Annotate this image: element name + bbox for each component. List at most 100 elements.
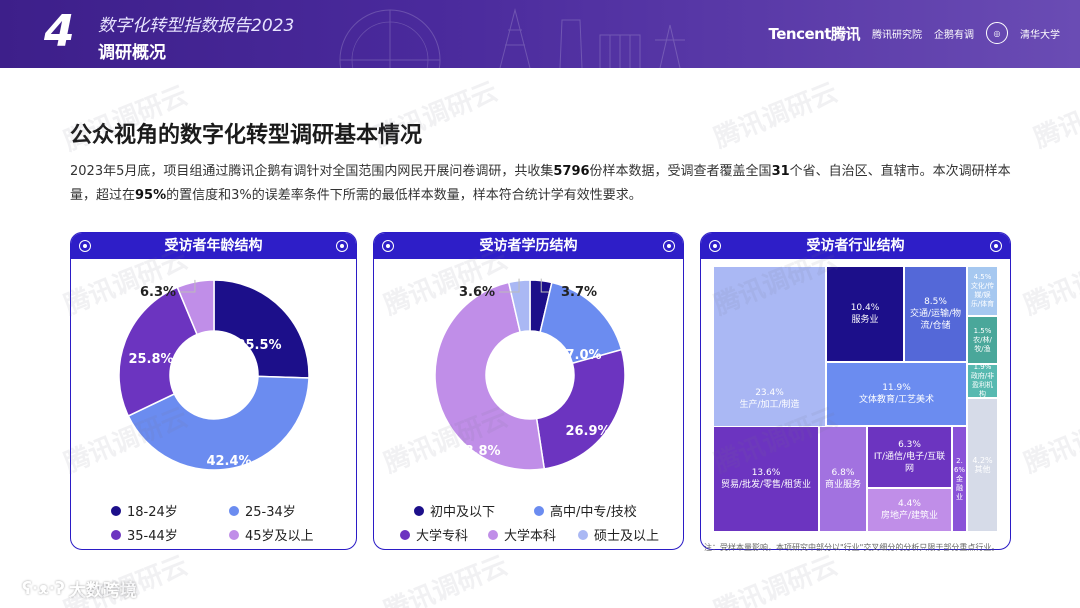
legend-item: 大学专科 bbox=[400, 525, 468, 544]
sample-count: 5796 bbox=[553, 164, 590, 179]
education-donut-chart: 3.7% 17.0% 26.9% 48.8% 3.6% bbox=[434, 278, 626, 471]
legend-swatch bbox=[534, 505, 544, 516]
treemap-cell-label: 贸易/批发/零售/租赁业 bbox=[720, 480, 812, 490]
legend-item: 35-44岁 bbox=[111, 525, 178, 544]
legend-label: 18-24岁 bbox=[127, 505, 178, 520]
leader-line bbox=[499, 278, 520, 293]
watermark: 腾讯调研云 bbox=[1020, 402, 1080, 480]
bottom-logo: ʕ·ᴥ·ʔ 大数跨境 bbox=[22, 576, 137, 602]
tsinghua-logo: 清华大学 bbox=[1020, 29, 1060, 41]
page-title: 公众视角的数字化转型调研基本情况 bbox=[70, 123, 423, 148]
watermark: 腾讯调研云 bbox=[380, 550, 512, 608]
province-count: 31 bbox=[771, 164, 790, 179]
card-header: 受访者学历结构 bbox=[374, 233, 683, 259]
section-title: 调研概况 bbox=[98, 43, 166, 63]
treemap-cell-text: 4.2% 其他 bbox=[972, 456, 992, 474]
donut-slice bbox=[213, 279, 310, 379]
treemap-cell-text: 8.5% 交通/运输/物流/仓储 bbox=[905, 296, 966, 332]
target-icon bbox=[382, 240, 394, 252]
footnote: 注：受样本量影响，本项研究中部分以"行业"交叉细分的分析只限于部分重点行业。 bbox=[704, 543, 1000, 552]
intro-text: 的置信度和3%的误差率条件下所需的最低样本数量，样本符合统计学有效性要求。 bbox=[166, 188, 642, 203]
education-structure-card: 受访者学历结构 3.7% 17.0% 26.9% 48.8% 3.6% 初中及以下 高中… bbox=[373, 232, 684, 550]
treemap-cell-text: 1.5% 农/林/牧/渔 bbox=[970, 327, 995, 354]
intro-text: 2023年5月底，项目组通过腾讯企鹅有调针对全国范围内网民开展问卷调研，共收集 bbox=[70, 164, 554, 179]
treemap-cell-label: 商业服务 bbox=[824, 480, 861, 490]
treemap-cell-value: 4.5% bbox=[973, 273, 992, 281]
treemap-cell-text: 1.9% 政府/非盈利机构 bbox=[970, 363, 995, 399]
treemap-cell: 6.8% 商业服务 bbox=[819, 426, 867, 532]
treemap-cell-value: 10.4% bbox=[850, 303, 880, 313]
treemap-cell: 2.6% 金融业 bbox=[952, 426, 967, 532]
tencent-logo: Tencent腾讯 bbox=[768, 24, 860, 43]
treemap-cell-label: 其他 bbox=[974, 465, 991, 474]
treemap-cell-value: 8.5% bbox=[924, 297, 947, 307]
legend-swatch bbox=[488, 529, 498, 540]
donut-slice bbox=[118, 286, 199, 417]
watermark: 腾讯调研云 bbox=[1020, 244, 1080, 322]
bottom-logo-text: 大数跨境 bbox=[68, 581, 137, 601]
target-icon bbox=[709, 240, 721, 252]
legend-swatch bbox=[414, 505, 424, 516]
industry-treemap: 23.4% 生产/加工/制造 10.4% 服务业 8.5% 交通/运输/物流/仓储 11.9… bbox=[713, 266, 998, 532]
treemap-cell-label: 文体教育/工艺美术 bbox=[858, 395, 935, 405]
intro-paragraph: 2023年5月底，项目组通过腾讯企鹅有调针对全国范围内网民开展问卷调研，共收集5… bbox=[70, 160, 1020, 208]
legend-label: 初中及以下 bbox=[430, 505, 496, 520]
treemap-cell: 6.3% IT/通信/电子/互联网 bbox=[867, 426, 952, 488]
legend-swatch bbox=[229, 529, 239, 540]
slice-label: 17.0% bbox=[556, 348, 601, 363]
legend-label: 硕士及以上 bbox=[594, 529, 660, 544]
treemap-cell-value: 2.6% bbox=[953, 456, 966, 474]
slice-label: 3.6% bbox=[459, 285, 495, 300]
treemap-cell-value: 11.9% bbox=[882, 383, 911, 393]
card-title: 受访者行业结构 bbox=[806, 238, 905, 254]
slice-label: 25.8% bbox=[128, 352, 173, 367]
legend-item: 硕士及以上 bbox=[578, 525, 659, 544]
industry-structure-card: 受访者行业结构 23.4% 生产/加工/制造 10.4% 服务业 8.5% 交通/运输/物… bbox=[700, 232, 1011, 550]
partner-logos: Tencent腾讯 腾讯研究院 企鹅有调 ◎ 清华大学 bbox=[768, 22, 1060, 44]
qiyoudiao-logo: 企鹅有调 bbox=[934, 29, 974, 41]
treemap-cell-text: 2.6% 金融业 bbox=[954, 457, 965, 502]
donut-slice bbox=[127, 375, 310, 471]
legend-swatch bbox=[229, 505, 239, 516]
treemap-cell-label: 金融业 bbox=[956, 474, 963, 501]
confidence-level: 95% bbox=[135, 188, 167, 203]
legend-item: 45岁及以上 bbox=[229, 525, 314, 544]
legend-item: 初中及以下 bbox=[414, 501, 495, 520]
treemap-cell-value: 13.6% bbox=[751, 468, 781, 478]
intro-text: 个省、自治区、直辖市。本次调研样本量，超过在 bbox=[70, 164, 1011, 203]
legend-label: 高中/中专/技校 bbox=[550, 505, 637, 520]
legend-swatch bbox=[111, 505, 121, 516]
tsinghua-seal-icon: ◎ bbox=[986, 22, 1008, 44]
treemap-cell: 11.9% 文体教育/工艺美术 bbox=[826, 362, 967, 426]
card-title: 受访者学历结构 bbox=[479, 238, 578, 254]
treemap-cell: 4.2% 其他 bbox=[967, 398, 998, 532]
leader-line bbox=[180, 279, 196, 293]
treemap-cell-text: 6.8% 商业服务 bbox=[821, 467, 865, 491]
legend-label: 大学本科 bbox=[504, 529, 557, 544]
card-header: 受访者行业结构 bbox=[701, 233, 1010, 259]
target-icon bbox=[990, 240, 1002, 252]
treemap-cell: 4.5% 文化/传媒/娱乐/体育 bbox=[967, 266, 998, 316]
treemap-cell: 10.4% 服务业 bbox=[826, 266, 904, 362]
treemap-cell-value: 4.4% bbox=[898, 499, 921, 509]
treemap-cell-label: 房地产/建筑业 bbox=[880, 511, 939, 521]
treemap-cell-value: 23.4% bbox=[755, 388, 784, 398]
treemap-cell-value: 6.8% bbox=[831, 468, 855, 478]
city-skyline-decoration bbox=[339, 8, 685, 68]
donut-slice bbox=[507, 279, 531, 334]
legend-item: 高中/中专/技校 bbox=[534, 501, 637, 520]
treemap-cell-label: 政府/非盈利机构 bbox=[970, 372, 995, 398]
legend-swatch bbox=[111, 529, 121, 540]
treemap-cell-value: 4.2% bbox=[972, 456, 993, 465]
treemap-cell-text: 10.4% 服务业 bbox=[847, 302, 882, 326]
tencent-institute-logo: 腾讯研究院 bbox=[872, 29, 922, 41]
treemap-cell-text: 13.6% 贸易/批发/零售/租赁业 bbox=[721, 467, 811, 491]
slice-label: 3.7% bbox=[561, 285, 597, 300]
slice-label: 42.4% bbox=[206, 454, 251, 469]
treemap-cell-label: 文化/传媒/娱乐/体育 bbox=[970, 282, 995, 308]
treemap-cell-value: 1.5% bbox=[973, 326, 992, 335]
treemap-cell: 13.6% 贸易/批发/零售/租赁业 bbox=[713, 426, 819, 532]
treemap-cell-text: 6.3% IT/通信/电子/互联网 bbox=[868, 439, 951, 475]
report-title: 数字化转型指数报告2023 bbox=[98, 16, 295, 36]
treemap-cell: 8.5% 交通/运输/物流/仓储 bbox=[904, 266, 967, 362]
